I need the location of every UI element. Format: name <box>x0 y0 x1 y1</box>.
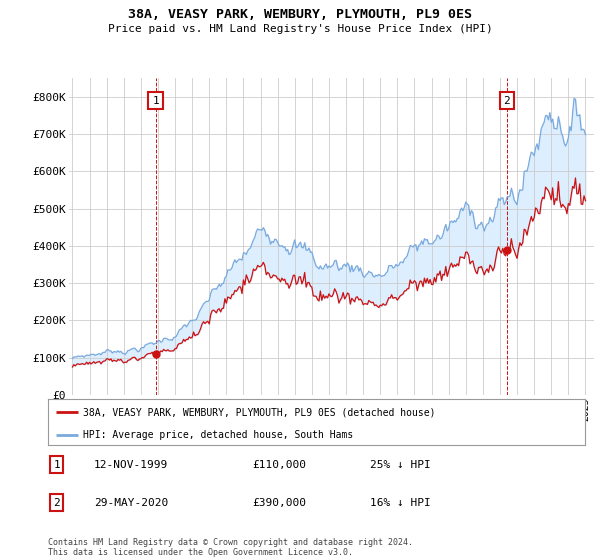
Text: 38A, VEASY PARK, WEMBURY, PLYMOUTH, PL9 0ES: 38A, VEASY PARK, WEMBURY, PLYMOUTH, PL9 … <box>128 8 472 21</box>
Text: Price paid vs. HM Land Registry's House Price Index (HPI): Price paid vs. HM Land Registry's House … <box>107 24 493 34</box>
Text: 12-NOV-1999: 12-NOV-1999 <box>94 460 168 469</box>
Text: £390,000: £390,000 <box>252 498 306 508</box>
Text: 1: 1 <box>53 460 60 469</box>
Text: 16% ↓ HPI: 16% ↓ HPI <box>370 498 431 508</box>
Text: 1: 1 <box>152 96 159 105</box>
Text: 2: 2 <box>503 96 511 105</box>
Text: 25% ↓ HPI: 25% ↓ HPI <box>370 460 431 469</box>
Text: HPI: Average price, detached house, South Hams: HPI: Average price, detached house, Sout… <box>83 430 353 440</box>
Text: 29-MAY-2020: 29-MAY-2020 <box>94 498 168 508</box>
Text: 38A, VEASY PARK, WEMBURY, PLYMOUTH, PL9 0ES (detached house): 38A, VEASY PARK, WEMBURY, PLYMOUTH, PL9 … <box>83 407 436 417</box>
Text: £110,000: £110,000 <box>252 460 306 469</box>
Text: 2: 2 <box>53 498 60 508</box>
Text: Contains HM Land Registry data © Crown copyright and database right 2024.
This d: Contains HM Land Registry data © Crown c… <box>48 538 413 557</box>
